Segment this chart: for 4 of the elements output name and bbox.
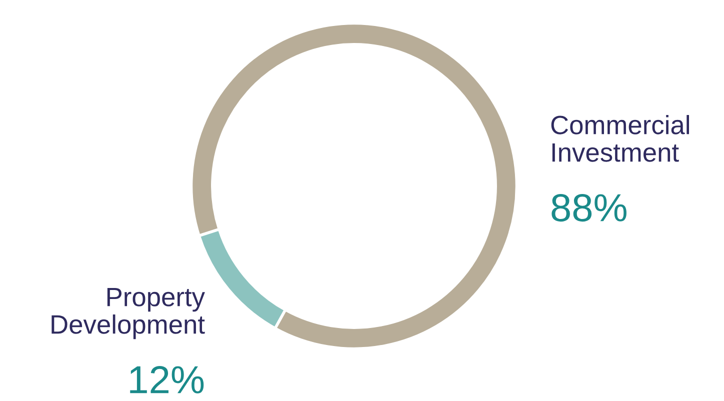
slice-label: Property Development	[52, 288, 205, 340]
data-label: 12%	[130, 366, 204, 394]
slice-label: Commercial Investment	[551, 115, 689, 162]
data-label: 88%	[552, 194, 626, 222]
